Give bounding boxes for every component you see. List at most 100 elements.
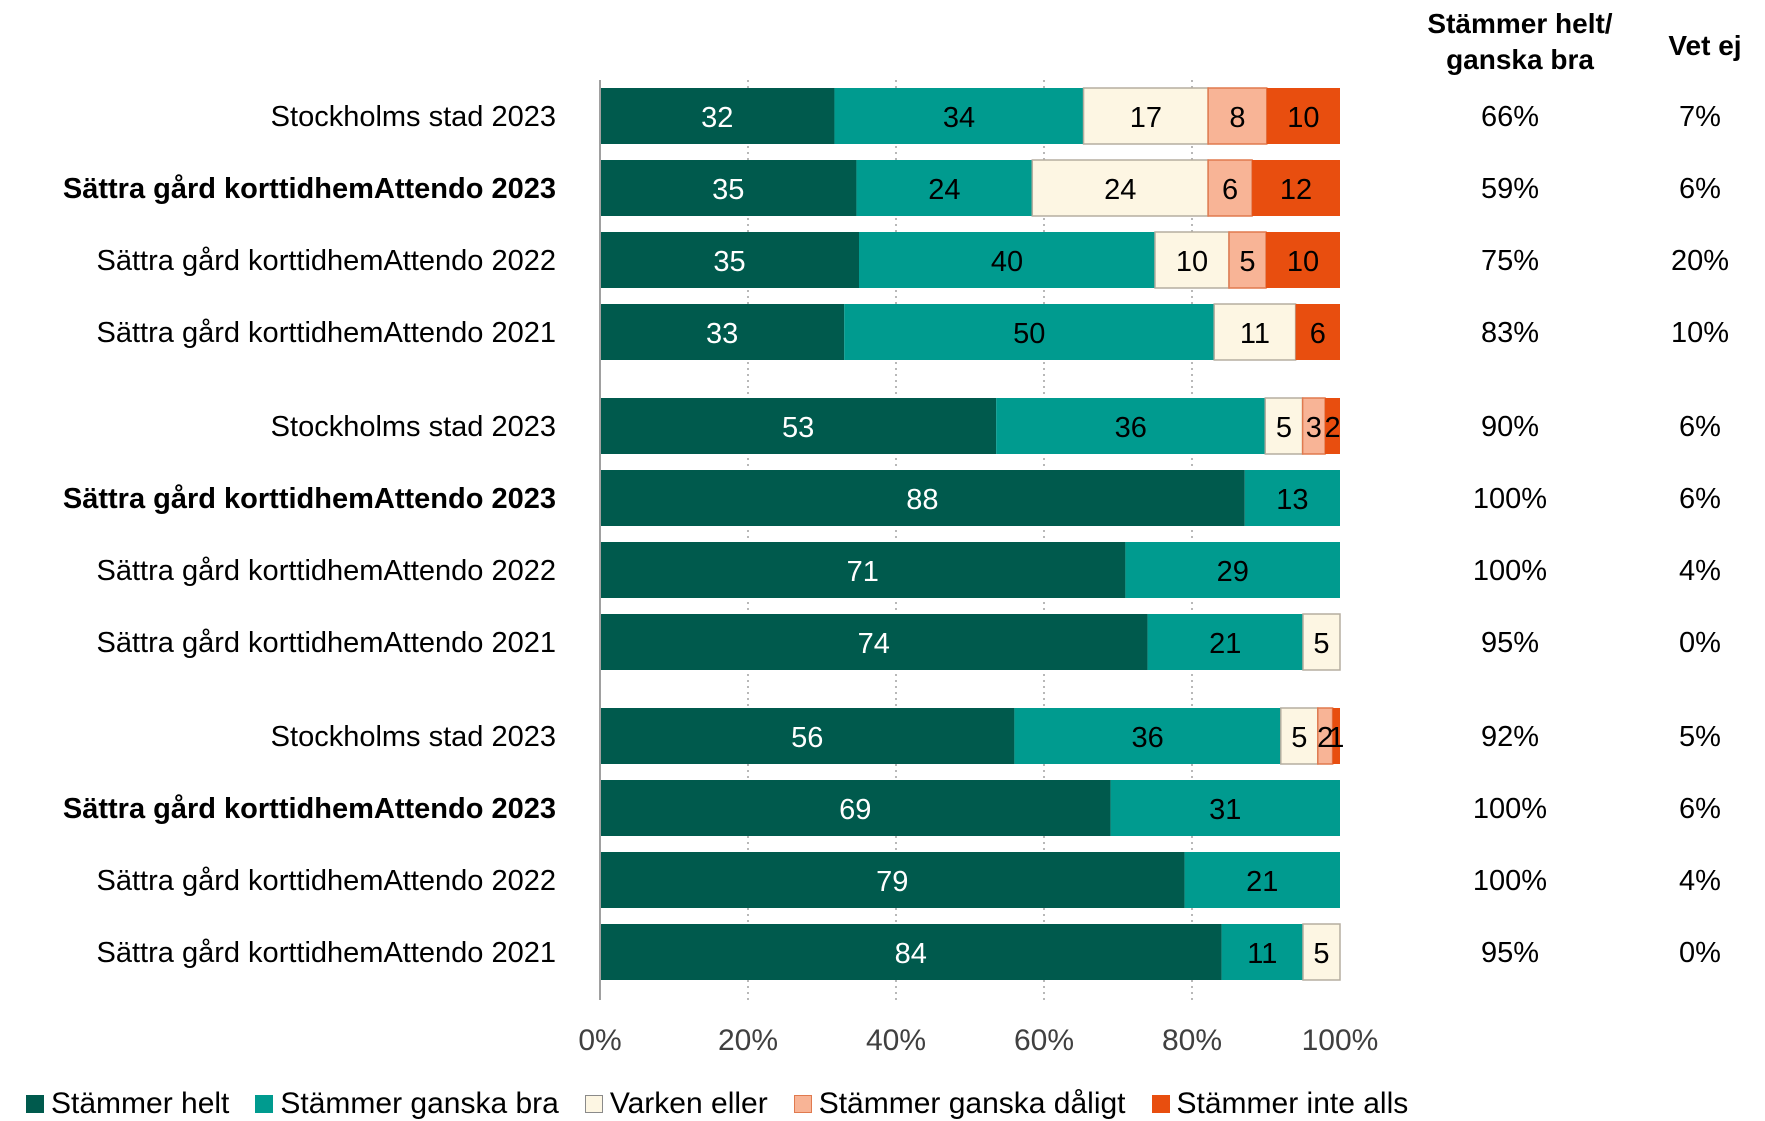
bar-segment-helt [600,852,1185,908]
bar-segment-helt [600,780,1111,836]
legend-label: Stämmer helt [51,1087,230,1120]
data-label: 10 [1287,246,1319,278]
data-label: 5 [1291,722,1307,754]
data-label: 36 [1131,722,1163,754]
agree-value: 100% [1473,865,1547,897]
row-label: Sättra gård korttidhemAttendo 2023 [63,483,556,515]
data-label: 12 [1280,174,1312,206]
data-label: 74 [858,628,890,660]
legend-item-ganska_bra: Stämmer ganska bra [255,1087,559,1121]
data-label: 88 [906,484,938,516]
data-label: 84 [895,938,927,970]
data-label: 32 [701,102,733,134]
dontknow-value: 20% [1671,245,1729,277]
agree-value: 75% [1481,245,1539,277]
legend-item-varken: Varken eller [584,1087,768,1121]
bar-segment-helt [600,470,1245,526]
data-label: 33 [706,318,738,350]
bar-segment-ganska_daligt [1301,397,1326,455]
bar-segment-varken [1280,707,1319,765]
agree-value: 100% [1473,793,1547,825]
bar-segment-ganska_bra [1184,852,1340,908]
bar-segment-helt [600,398,997,454]
dontknow-value: 10% [1671,317,1729,349]
bar-segment-ganska_bra [1110,780,1340,836]
row-label: Stockholms stad 2023 [271,721,556,753]
bar-segment-ganska_bra [1014,708,1281,764]
data-label: 35 [712,174,744,206]
bar-segment-varken [1213,303,1297,361]
x-tick-label: 80% [1162,1024,1222,1057]
data-label: 3 [1306,412,1322,444]
data-label: 17 [1130,102,1162,134]
data-label: 5 [1276,412,1292,444]
x-tick-label: 40% [866,1024,926,1057]
bar-segment-inte_alls [1332,708,1340,764]
legend-item-helt: Stämmer helt [26,1087,229,1121]
bar-segment-ganska_bra [1125,542,1340,598]
x-tick-label: 0% [578,1024,621,1057]
x-tick-label: 100% [1302,1024,1379,1057]
data-label: 5 [1313,628,1329,660]
data-label: 10 [1287,102,1319,134]
row-label: Sättra gård korttidhemAttendo 2021 [97,627,556,659]
row-label: Sättra gård korttidhemAttendo 2021 [97,317,556,349]
legend-swatch [26,1095,44,1113]
data-label: 50 [1013,318,1045,350]
bar-segment-inte_alls [1295,304,1340,360]
legend-label: Stämmer inte alls [1176,1087,1409,1120]
bar-segment-inte_alls [1252,160,1340,216]
data-label: 29 [1217,556,1249,588]
legend-item-inte_alls: Stämmer inte alls [1151,1087,1409,1121]
bar-segment-varken [1082,87,1209,145]
row-label: Sättra gård korttidhemAttendo 2022 [97,555,556,587]
data-label: 5 [1239,246,1255,278]
agree-value: 90% [1481,411,1539,443]
bar-segment-varken [1302,923,1341,981]
bar-segment-helt [600,924,1222,980]
data-label: 53 [782,412,814,444]
legend-swatch [255,1095,274,1113]
x-tick-label: 60% [1014,1024,1074,1057]
data-label: 1 [1328,722,1344,754]
legend-label: Stämmer ganska dåligt [818,1087,1126,1120]
bar-segment-helt [600,160,857,216]
dontknow-value: 7% [1679,101,1721,133]
bar-segment-ganska_daligt [1228,231,1267,289]
data-label: 10 [1176,246,1208,278]
data-label: 2 [1324,412,1340,444]
data-label: 34 [943,102,975,134]
agree-value: 59% [1481,173,1539,205]
row-label: Sättra gård korttidhemAttendo 2022 [97,865,556,897]
data-label: 71 [847,556,879,588]
dontknow-value: 5% [1679,721,1721,753]
legend-swatch [1151,1095,1170,1113]
x-tick-label: 20% [718,1024,778,1057]
bar-segment-varken [1302,613,1341,671]
bar-segment-ganska_bra [834,88,1084,144]
bar-segment-inte_alls [1325,398,1340,454]
bar-segment-ganska_bra [859,232,1155,288]
row-label: Sättra gård korttidhemAttendo 2023 [63,793,556,825]
data-label: 13 [1276,484,1308,516]
data-label: 6 [1310,318,1326,350]
agree-value: 100% [1473,483,1547,515]
bar-segment-ganska_bra [996,398,1266,454]
row-label: Sättra gård korttidhemAttendo 2023 [63,173,556,205]
bar-segment-ganska_bra [844,304,1215,360]
row-label: Sättra gård korttidhemAttendo 2022 [97,245,556,277]
bar-segment-helt [600,304,845,360]
header-agree: Stämmer helt/ganska bra [1427,8,1613,75]
bar-segment-inte_alls [1266,232,1340,288]
data-label: 11 [1247,938,1277,970]
bar-segment-ganska_bra [1244,470,1340,526]
bar-segment-helt [600,88,835,144]
bar-segment-ganska_bra [1221,924,1303,980]
dontknow-value: 4% [1679,865,1721,897]
bar-segment-ganska_daligt [1207,159,1253,217]
bar-segment-varken [1031,159,1209,217]
data-label: 36 [1115,412,1147,444]
legend: Stämmer helt Stämmer ganska bra Varken ell… [26,1087,1434,1121]
legend-swatch [584,1095,603,1113]
data-label: 69 [839,794,871,826]
